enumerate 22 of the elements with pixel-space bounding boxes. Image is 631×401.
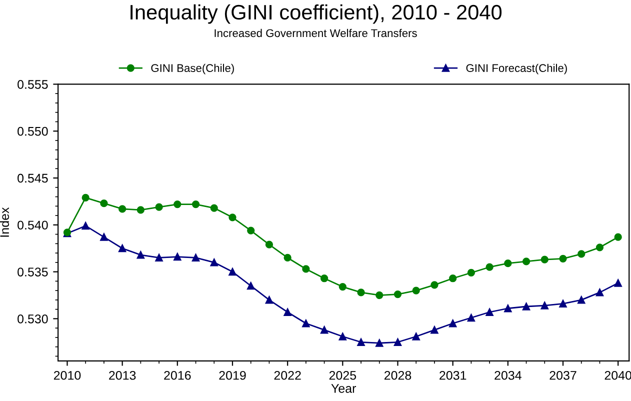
y-tick-label: 0.550 xyxy=(18,126,48,136)
x-tick-label: 2022 xyxy=(274,370,301,380)
y-axis-title: Index xyxy=(0,207,10,237)
x-tick-label: 2013 xyxy=(109,370,136,380)
x-tick-label: 2028 xyxy=(384,370,412,380)
x-tick-label: 2010 xyxy=(54,370,81,380)
y-tick-label: 0.535 xyxy=(18,268,48,276)
legend-label: GINI Forecast(Chile) xyxy=(466,64,567,74)
x-tick-label: 2016 xyxy=(164,370,191,380)
legend-label: GINI Base(Chile) xyxy=(151,64,234,74)
y-tick-label: 0.540 xyxy=(18,220,48,230)
x-tick-label: 2037 xyxy=(550,370,576,380)
x-tick-label: 2025 xyxy=(329,370,356,380)
x-tick-label: 2031 xyxy=(440,370,466,380)
x-tick-label: 2019 xyxy=(219,370,246,380)
x-tick-label: 2034 xyxy=(494,370,522,380)
y-tick-label: 0.545 xyxy=(18,174,48,183)
y-tick-label: 0.530 xyxy=(18,314,48,324)
chart-title: Inequality (GINI coefficient), 2010 - 2040 xyxy=(130,4,502,24)
chart-subtitle: Increased Government Welfare Transfers xyxy=(214,28,417,38)
y-tick-label: 0.555 xyxy=(18,80,48,89)
x-axis-title: Year xyxy=(331,384,356,393)
